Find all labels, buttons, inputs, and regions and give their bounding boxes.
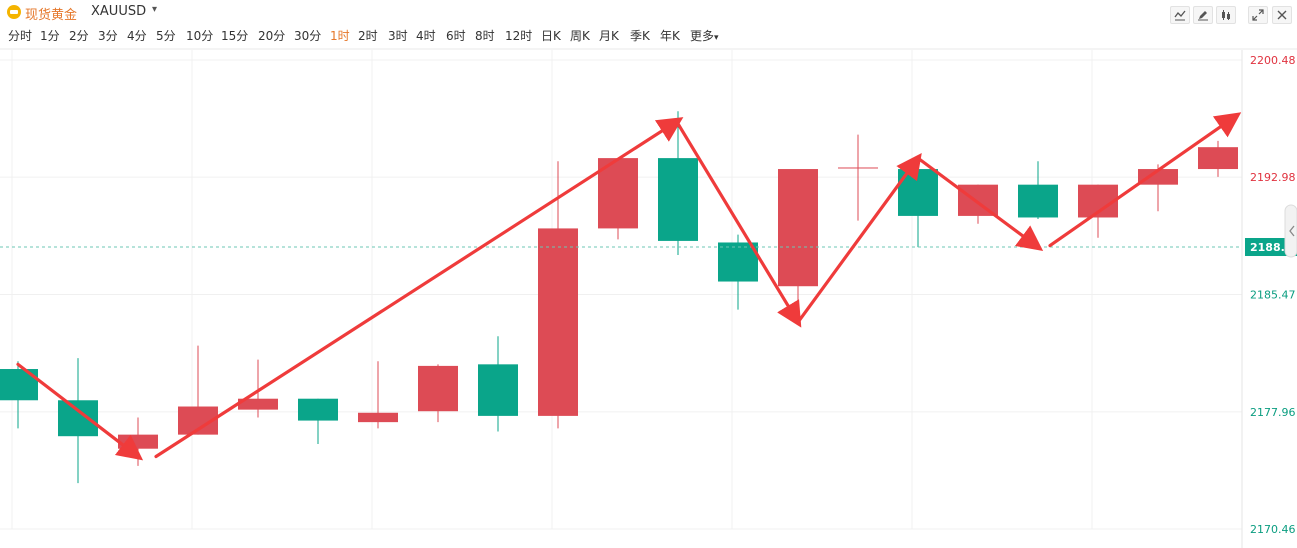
trend-arrow xyxy=(154,117,684,459)
chevron-down-icon[interactable]: ▾ xyxy=(152,4,158,15)
expand-icon xyxy=(1252,9,1264,21)
candle-body xyxy=(778,169,818,287)
period-tab[interactable]: 15分 xyxy=(221,29,249,43)
trend-arrow xyxy=(1048,112,1242,248)
candle-body xyxy=(838,167,878,169)
candle-body xyxy=(538,228,578,416)
period-tab[interactable]: 年K xyxy=(660,29,680,43)
y-tick-label: 2177.96 xyxy=(1250,406,1296,419)
period-tab[interactable]: 周K xyxy=(570,29,590,43)
trend-arrow xyxy=(916,156,1044,251)
period-tab[interactable]: 4时 xyxy=(416,29,436,43)
period-tab[interactable]: 2分 xyxy=(69,29,89,43)
period-tab[interactable]: 6时 xyxy=(446,29,466,43)
y-tick-label: 2185.47 xyxy=(1250,289,1296,302)
chevron-left-icon xyxy=(1289,225,1295,237)
period-tab[interactable]: 5分 xyxy=(156,29,176,43)
y-tick-label: 2192.98 xyxy=(1250,171,1296,184)
candle-style-icon xyxy=(1222,10,1230,20)
trend-arrow xyxy=(16,362,144,461)
candle-style-button[interactable] xyxy=(1216,6,1236,24)
period-tab[interactable]: 4分 xyxy=(127,29,147,43)
period-tab[interactable]: 30分 xyxy=(294,29,322,43)
period-tab[interactable]: 10分 xyxy=(186,29,214,43)
period-tab[interactable]: 1时 xyxy=(330,29,350,43)
period-tab[interactable]: 更多▾ xyxy=(690,29,719,43)
candle-body xyxy=(298,398,338,421)
period-tab[interactable]: 月K xyxy=(599,29,619,43)
instrument-name[interactable]: 现货黄金 xyxy=(25,8,78,23)
chart-header: 现货黄金 XAUUSD ▾ xyxy=(0,0,1297,24)
period-tab[interactable]: 20分 xyxy=(258,29,286,43)
chevron-down-icon: ▾ xyxy=(714,33,719,43)
period-tab[interactable]: 日K xyxy=(541,29,561,43)
pencil-icon xyxy=(1198,11,1208,21)
trend-line-icon xyxy=(1174,10,1186,21)
candle-body xyxy=(238,398,278,410)
candle-body xyxy=(1018,184,1058,218)
gold-coin-icon xyxy=(7,5,21,19)
period-tab[interactable]: 3分 xyxy=(98,29,118,43)
current-price-badge xyxy=(1245,238,1297,257)
period-tab[interactable]: 1分 xyxy=(40,29,60,43)
candle-body xyxy=(358,412,398,423)
candle-body xyxy=(478,364,518,416)
y-tick-label: 2170.46 xyxy=(1250,523,1296,536)
instrument-symbol[interactable]: XAUUSD xyxy=(91,4,147,19)
trend-line-button[interactable] xyxy=(1170,6,1190,24)
trend-arrow xyxy=(676,122,802,328)
period-tab[interactable]: 分时 xyxy=(8,29,33,43)
expand-button[interactable] xyxy=(1248,6,1268,24)
trend-arrow xyxy=(796,152,922,324)
candle-body xyxy=(1138,169,1178,185)
period-tab[interactable]: 3时 xyxy=(388,29,408,43)
candle-body xyxy=(418,365,458,412)
candle-body xyxy=(718,242,758,282)
close-icon xyxy=(1277,10,1287,20)
period-tab[interactable]: 季K xyxy=(630,29,650,43)
side-panel-handle xyxy=(1284,204,1297,258)
close-button[interactable] xyxy=(1272,6,1292,24)
candle-body xyxy=(658,158,698,241)
draw-button[interactable] xyxy=(1193,6,1213,24)
candle-body xyxy=(598,158,638,229)
candle-body xyxy=(1198,147,1238,170)
period-tab[interactable]: 12时 xyxy=(505,29,533,43)
y-tick-label: 2200.48 xyxy=(1250,54,1296,67)
period-tab[interactable]: 8时 xyxy=(475,29,495,43)
candle-body xyxy=(58,400,98,437)
period-tab[interactable]: 2时 xyxy=(358,29,378,43)
